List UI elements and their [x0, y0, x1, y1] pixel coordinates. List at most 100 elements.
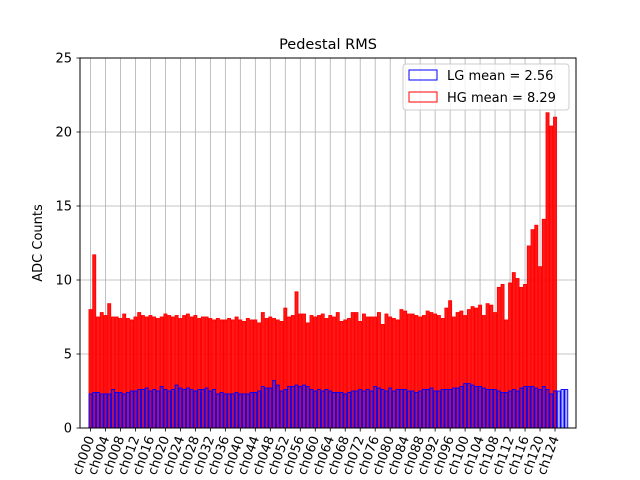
lg-bar-ch097 — [451, 387, 456, 429]
lg-bar-ch057 — [302, 384, 306, 429]
lg-bar-ch072 — [358, 389, 363, 429]
lg-bar-ch064 — [328, 390, 333, 429]
lg-bar-ch087 — [414, 392, 419, 429]
lg-bar-ch046 — [260, 386, 265, 429]
lg-bar-ch024 — [178, 387, 183, 429]
lg-bar-ch090 — [425, 389, 430, 429]
lg-bar-ch026 — [185, 387, 190, 429]
lg-bar-ch053 — [287, 386, 291, 429]
lg-bar-ch112 — [508, 390, 513, 429]
lg-bar-ch107 — [489, 389, 494, 429]
lg-bar-ch021 — [167, 390, 172, 429]
lg-bar-ch033 — [212, 389, 217, 429]
lg-bar-ch004 — [103, 393, 108, 429]
lg-bar-ch047 — [264, 387, 269, 429]
lg-bar-ch119 — [534, 387, 539, 429]
lg-bar-ch105 — [481, 387, 486, 429]
lg-bar-ch065 — [332, 392, 336, 429]
lg-bar-ch100 — [463, 383, 468, 429]
lg-bar-ch059 — [309, 389, 314, 429]
lg-bar-ch115 — [519, 387, 524, 429]
lg-bar-ch086 — [410, 390, 415, 429]
lg-bar-ch120 — [538, 389, 542, 429]
lg-bar-ch000 — [88, 393, 93, 429]
lg-bar-ch003 — [99, 393, 104, 429]
lg-bar-ch013 — [137, 389, 142, 429]
lg-bar-ch028 — [193, 390, 198, 429]
lg-bar-ch103 — [474, 386, 479, 429]
lg-bar-ch110 — [500, 392, 505, 429]
lg-bar-ch044 — [253, 392, 258, 429]
lg-bar-ch060 — [313, 390, 318, 429]
lg-bar-ch011 — [129, 390, 134, 429]
lg-bar-ch126 — [560, 389, 565, 429]
legend: LG mean = 2.56 HG mean = 8.29 — [402, 63, 570, 111]
lg-bar-ch123 — [549, 393, 554, 429]
lg-bar-ch109 — [496, 390, 501, 429]
lg-bar-ch052 — [283, 389, 288, 429]
lg-bar-ch038 — [230, 393, 235, 429]
lg-bar-ch022 — [170, 389, 175, 429]
lg-bar-ch032 — [208, 390, 213, 429]
lg-bar-ch094 — [440, 389, 445, 429]
chart-title: Pedestal RMS — [279, 37, 377, 53]
lg-bar-ch075 — [369, 390, 374, 429]
lg-bar-ch063 — [324, 389, 329, 429]
lg-bar-ch027 — [189, 389, 194, 429]
lg-bar-ch009 — [122, 393, 127, 429]
lg-bar-ch111 — [504, 392, 509, 429]
y-tick-label: 25 — [55, 52, 72, 67]
lg-bar-ch080 — [388, 387, 393, 429]
lg-bar-ch089 — [421, 389, 426, 429]
lg-bar-ch099 — [459, 386, 464, 429]
bar-series — [88, 112, 569, 429]
plot-frame — [79, 57, 577, 429]
lg-bar-ch017 — [152, 389, 157, 429]
lg-bar-ch043 — [249, 392, 254, 429]
hg-bar-ch122 — [545, 112, 550, 429]
lg-bar-ch083 — [399, 389, 404, 429]
lg-bar-ch069 — [347, 392, 351, 429]
lg-bar-ch007 — [114, 392, 119, 429]
lg-bar-ch068 — [343, 393, 348, 429]
lg-bar-ch056 — [298, 386, 303, 429]
lg-bar-ch010 — [126, 392, 130, 429]
legend-swatch-lg — [408, 69, 438, 81]
lg-bar-ch054 — [290, 386, 295, 429]
y-tick-label: 5 — [64, 348, 72, 363]
lg-bar-ch041 — [242, 393, 247, 429]
lg-bar-ch096 — [448, 389, 453, 429]
lg-bar-ch125 — [556, 390, 561, 429]
y-tick-label: 10 — [55, 274, 72, 289]
lg-bar-ch036 — [223, 393, 228, 429]
lg-bar-ch019 — [159, 386, 164, 429]
hg-bar-ch124 — [553, 116, 557, 429]
lg-bar-ch014 — [140, 389, 145, 429]
lg-bar-ch016 — [148, 390, 153, 429]
lg-bar-ch066 — [335, 392, 340, 429]
lg-bar-ch062 — [320, 390, 325, 429]
lg-bar-ch074 — [365, 389, 370, 429]
y-tick-label: 20 — [55, 126, 72, 141]
lg-bar-ch006 — [111, 389, 115, 429]
lg-bar-ch121 — [541, 386, 546, 429]
lg-bar-ch095 — [444, 389, 449, 429]
lg-bar-ch077 — [377, 387, 381, 429]
x-axis: ch000ch004ch008ch012ch016ch020ch024ch028… — [70, 428, 563, 477]
lg-bar-ch037 — [227, 393, 232, 429]
lg-bar-ch029 — [197, 389, 202, 429]
lg-bar-ch020 — [163, 389, 168, 429]
lg-bar-ch102 — [470, 384, 475, 429]
lg-bar-ch002 — [96, 392, 100, 429]
lg-bar-ch034 — [215, 393, 220, 429]
lg-bar-ch071 — [354, 390, 359, 429]
lg-bar-ch015 — [144, 387, 149, 429]
lg-bar-ch101 — [466, 383, 471, 429]
y-tick-label: 0 — [64, 422, 72, 437]
lg-bar-ch073 — [362, 390, 366, 429]
lg-bar-ch082 — [395, 389, 400, 429]
lg-bar-ch098 — [455, 387, 460, 429]
lg-bar-ch091 — [429, 387, 434, 429]
lg-bar-ch106 — [485, 389, 490, 429]
